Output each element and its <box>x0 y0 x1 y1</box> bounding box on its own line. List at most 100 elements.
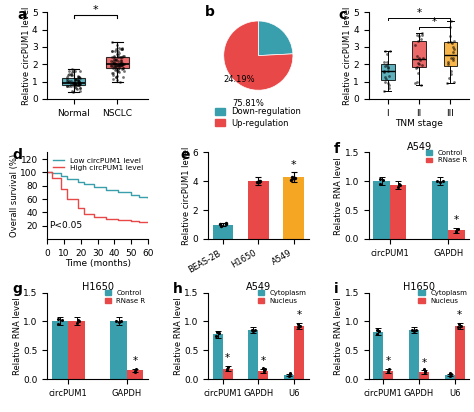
Point <box>113 73 121 80</box>
Point <box>116 78 124 85</box>
Point <box>76 87 84 94</box>
Point <box>74 316 82 323</box>
Point <box>71 84 79 91</box>
Text: 24.19%: 24.19% <box>224 75 255 84</box>
Point <box>118 45 126 52</box>
Point <box>422 367 429 374</box>
Point <box>63 82 71 89</box>
Point <box>447 18 455 24</box>
Point <box>452 228 460 235</box>
High circPUM1 level <box>45 170 50 175</box>
Point <box>71 77 79 83</box>
Point <box>110 59 118 66</box>
Point <box>450 79 458 86</box>
Point <box>76 84 84 91</box>
Point <box>419 55 427 61</box>
Bar <box>213 334 223 379</box>
Point <box>68 72 75 78</box>
Point <box>114 68 121 75</box>
Point <box>112 56 120 63</box>
Point <box>108 62 115 69</box>
Point <box>443 80 451 87</box>
Point <box>119 73 127 80</box>
Point <box>421 368 429 375</box>
Point <box>418 62 426 68</box>
Point <box>76 75 83 82</box>
Point <box>217 222 225 229</box>
Point <box>222 221 229 227</box>
Point <box>71 77 79 84</box>
Point <box>376 180 383 187</box>
Point <box>74 80 82 87</box>
Point <box>413 53 421 60</box>
Point <box>222 220 229 227</box>
Point <box>395 180 403 187</box>
Point <box>116 61 123 68</box>
Point <box>111 63 118 69</box>
Point <box>114 58 122 65</box>
Point <box>75 74 83 80</box>
Point <box>416 56 424 63</box>
Point <box>131 368 138 374</box>
Low circPUM1 level <box>91 185 97 190</box>
Bar <box>445 375 455 379</box>
Wedge shape <box>224 21 293 90</box>
High circPUM1 level <box>103 217 109 222</box>
Point <box>454 225 461 232</box>
Point <box>409 326 416 333</box>
Point <box>67 70 75 77</box>
Point <box>213 329 220 335</box>
Point <box>384 80 392 86</box>
High circPUM1 level <box>115 218 120 223</box>
Point <box>115 65 122 71</box>
Point <box>261 366 269 372</box>
Low circPUM1 level <box>64 177 70 182</box>
Point <box>111 59 119 66</box>
Point <box>68 72 76 79</box>
Bar <box>284 375 294 379</box>
Point <box>110 56 118 63</box>
Point <box>109 38 116 45</box>
Low circPUM1 level <box>128 192 134 197</box>
Bar <box>294 326 304 379</box>
Point <box>288 173 296 180</box>
Point <box>414 70 422 77</box>
Point <box>112 74 120 80</box>
Text: P<0.05: P<0.05 <box>49 221 82 229</box>
Point <box>113 61 120 68</box>
Point <box>64 75 71 82</box>
Point <box>131 368 138 375</box>
Point <box>116 45 123 52</box>
Low circPUM1 level <box>103 187 109 192</box>
Point <box>68 87 76 94</box>
Point <box>71 80 79 87</box>
Point <box>447 70 455 77</box>
Point <box>109 65 117 72</box>
Point <box>119 64 127 71</box>
Point <box>118 53 126 60</box>
Point <box>69 68 76 75</box>
Line: Low circPUM1 level: Low circPUM1 level <box>47 172 148 198</box>
Point <box>411 80 419 87</box>
Point <box>383 59 391 65</box>
Point <box>108 47 116 54</box>
Y-axis label: Relative RNA level: Relative RNA level <box>13 297 22 375</box>
Point <box>74 76 82 83</box>
Point <box>413 31 421 38</box>
Point <box>65 82 73 89</box>
Point <box>420 365 428 372</box>
Point <box>74 82 82 88</box>
Point <box>386 47 394 54</box>
PathPatch shape <box>412 41 426 68</box>
Point <box>383 62 391 69</box>
Legend: Down-regulation, Up-regulation: Down-regulation, Up-regulation <box>212 104 304 131</box>
Point <box>225 364 232 370</box>
Point <box>71 80 78 87</box>
Point <box>111 67 118 73</box>
Point <box>385 366 393 373</box>
Point <box>255 178 263 185</box>
Point <box>250 328 257 334</box>
Point <box>75 79 82 86</box>
Point <box>381 63 389 70</box>
Point <box>418 30 426 37</box>
